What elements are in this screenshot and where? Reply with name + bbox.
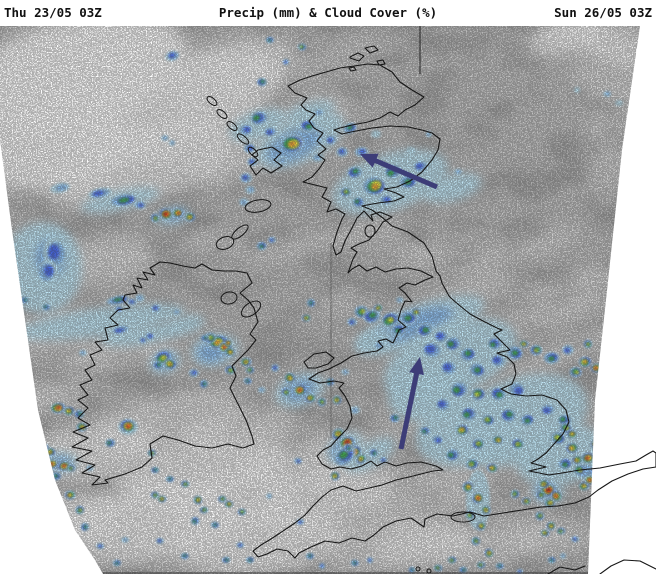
coastline-layer bbox=[71, 45, 656, 574]
speckle-noise-texture bbox=[0, 26, 656, 574]
arrow-upper-scotland-band bbox=[360, 153, 438, 190]
graticule-lines bbox=[330, 26, 421, 438]
outside-domain-mask bbox=[0, 26, 656, 574]
page-title: Precip (mm) & Cloud Cover (%) bbox=[218, 5, 438, 20]
annotation-arrows bbox=[360, 153, 438, 450]
weather-map bbox=[0, 26, 656, 574]
weather-map-canvas bbox=[0, 26, 656, 574]
map-title-bar: Thu 23/05 03Z Precip (mm) & Cloud Cover … bbox=[0, 0, 656, 26]
arrow-lower-england-band bbox=[398, 357, 424, 450]
end-timestamp: Sun 26/05 03Z bbox=[554, 5, 652, 20]
start-timestamp: Thu 23/05 03Z bbox=[4, 5, 102, 20]
